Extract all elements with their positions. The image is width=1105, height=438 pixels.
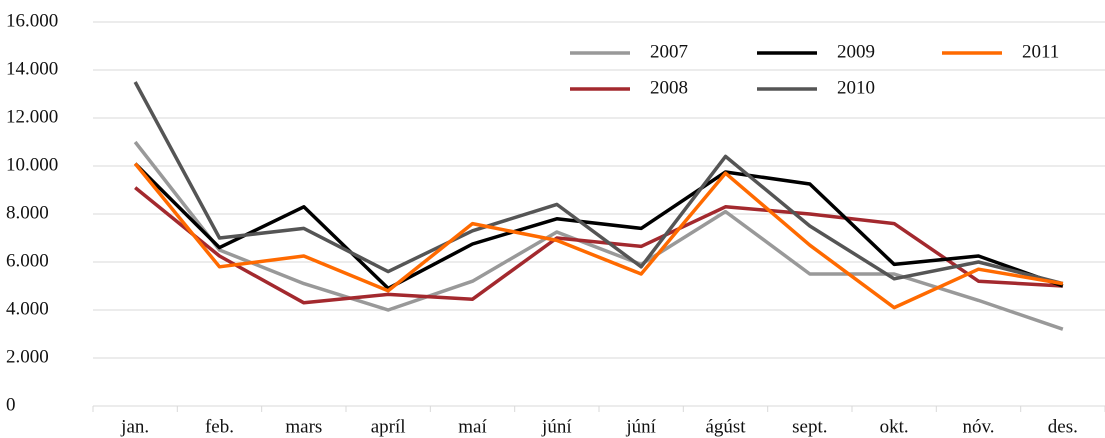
series-line: [133, 162, 1064, 291]
x-tick-label: apríl: [371, 416, 406, 437]
x-tick-label: feb.: [205, 416, 234, 437]
x-tick-label: mars: [285, 416, 322, 437]
y-tick-label: 2.000: [6, 346, 49, 367]
series-line: [133, 81, 1064, 286]
legend-label: 2009: [837, 41, 875, 62]
x-tick-label: des.: [1048, 416, 1078, 437]
y-tick-label: 0: [6, 394, 16, 415]
x-tick-label: ágúst: [705, 416, 746, 437]
y-tick-label: 4.000: [6, 298, 49, 319]
y-tick-label: 6.000: [6, 250, 49, 271]
x-tick-label: júní: [541, 416, 572, 437]
series-line: [133, 140, 1064, 331]
x-tick-label: maí: [458, 416, 487, 437]
legend-label: 2011: [1022, 41, 1059, 62]
legend-label: 2008: [650, 77, 688, 98]
y-tick-label: 12.000: [6, 106, 58, 127]
legend-label: 2007: [650, 41, 688, 62]
y-tick-label: 14.000: [6, 58, 58, 79]
x-tick-label: jan.: [120, 416, 149, 437]
y-tick-label: 10.000: [6, 154, 58, 175]
x-tick-label: nóv.: [962, 416, 994, 437]
legend-label: 2010: [837, 77, 875, 98]
y-tick-label: 16.000: [6, 10, 58, 31]
x-tick-label: júní: [625, 416, 656, 437]
x-tick-label: sept.: [792, 416, 827, 437]
x-tick-label: okt.: [880, 416, 909, 437]
series-line: [133, 162, 1064, 310]
y-tick-label: 8.000: [6, 202, 49, 223]
series-line: [134, 186, 1063, 305]
